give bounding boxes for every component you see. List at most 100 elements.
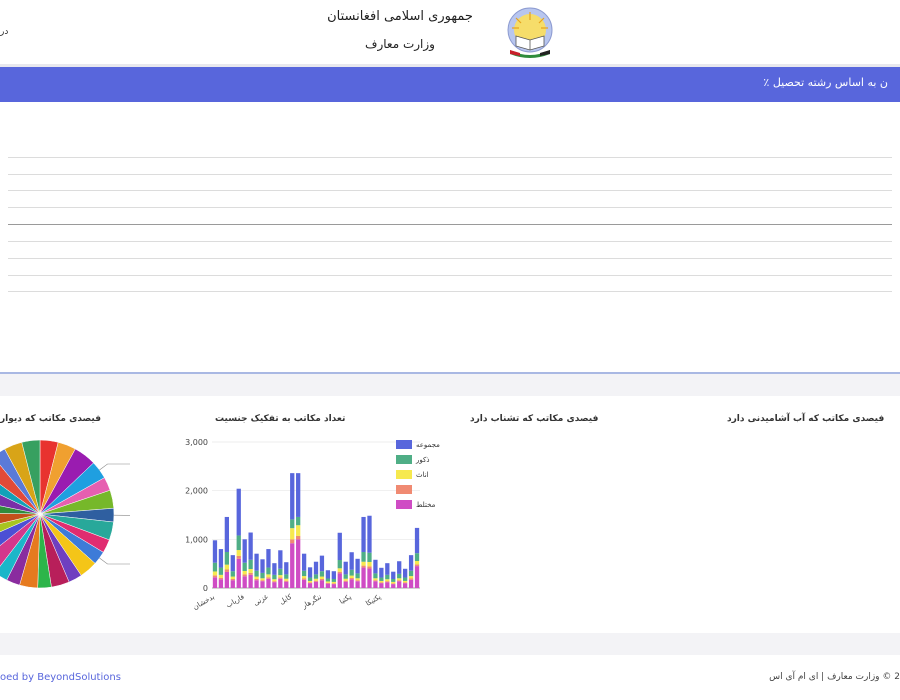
- bar-segment[interactable]: [313, 578, 319, 581]
- bar-segment[interactable]: [367, 552, 372, 562]
- bar-segment[interactable]: [260, 559, 265, 573]
- bar-segment[interactable]: [230, 576, 235, 579]
- bar-segment[interactable]: [319, 555, 325, 572]
- bar-segment[interactable]: [307, 583, 313, 588]
- bar-segment[interactable]: [397, 573, 402, 579]
- bar-segment[interactable]: [408, 576, 414, 579]
- bar-segment[interactable]: [290, 539, 295, 544]
- bar-segment[interactable]: [367, 515, 372, 553]
- bar-segment[interactable]: [248, 574, 253, 588]
- bar-segment[interactable]: [260, 572, 265, 579]
- bar-segment[interactable]: [331, 584, 336, 588]
- bar-segment[interactable]: [373, 573, 378, 579]
- bar-segment[interactable]: [248, 572, 253, 575]
- bar-segment[interactable]: [254, 578, 259, 581]
- bar-segment[interactable]: [307, 582, 313, 584]
- bar-segment[interactable]: [349, 575, 354, 579]
- legend-swatch[interactable]: [396, 500, 412, 509]
- bar-segment[interactable]: [367, 568, 372, 588]
- bar-segment[interactable]: [403, 577, 408, 581]
- bar-segment[interactable]: [343, 574, 348, 579]
- bar-segment[interactable]: [301, 570, 307, 577]
- legend-swatch[interactable]: [396, 470, 412, 479]
- bar-segment[interactable]: [403, 580, 408, 583]
- bar-segment[interactable]: [391, 578, 396, 582]
- bar-segment[interactable]: [379, 580, 384, 583]
- bar-segment[interactable]: [337, 532, 342, 561]
- bar-segment[interactable]: [408, 579, 414, 588]
- bar-segment[interactable]: [349, 579, 354, 588]
- bar-segment[interactable]: [313, 580, 319, 582]
- bar-segment[interactable]: [385, 582, 390, 588]
- pie-slice[interactable]: [0, 513, 41, 560]
- bar-segment[interactable]: [313, 581, 319, 588]
- bar-segment[interactable]: [278, 577, 283, 579]
- bar-segment[interactable]: [355, 578, 360, 581]
- bar-segment[interactable]: [373, 580, 378, 582]
- bar-segment[interactable]: [355, 558, 360, 574]
- bar-segment[interactable]: [307, 577, 313, 581]
- bar-segment[interactable]: [248, 569, 253, 573]
- bar-segment[interactable]: [403, 568, 408, 578]
- bar-segment[interactable]: [224, 564, 229, 570]
- bar-segment[interactable]: [242, 576, 247, 588]
- bar-segment[interactable]: [313, 574, 319, 579]
- bar-segment[interactable]: [284, 578, 289, 581]
- bar-segment[interactable]: [385, 574, 390, 580]
- bar-segment[interactable]: [284, 562, 289, 575]
- bar-segment[interactable]: [218, 577, 224, 580]
- bar-segment[interactable]: [361, 565, 366, 568]
- bar-segment[interactable]: [403, 583, 408, 588]
- bar-segment[interactable]: [397, 578, 402, 581]
- bar-segment[interactable]: [248, 532, 253, 560]
- bar-segment[interactable]: [290, 519, 295, 529]
- bar-segment[interactable]: [373, 581, 378, 588]
- bar-segment[interactable]: [260, 580, 265, 582]
- bar-segment[interactable]: [385, 563, 390, 575]
- bar-segment[interactable]: [325, 582, 331, 584]
- bar-segment[interactable]: [296, 516, 301, 526]
- bar-segment[interactable]: [367, 561, 372, 567]
- bar-segment[interactable]: [284, 580, 289, 582]
- bar-segment[interactable]: [236, 535, 241, 551]
- bar-segment[interactable]: [242, 539, 247, 563]
- bar-segment[interactable]: [290, 543, 295, 588]
- bar-segment[interactable]: [242, 574, 247, 577]
- bar-segment[interactable]: [212, 577, 218, 588]
- bar-segment[interactable]: [230, 578, 235, 581]
- bar-segment[interactable]: [224, 551, 229, 565]
- bar-segment[interactable]: [343, 580, 348, 582]
- bar-segment[interactable]: [414, 560, 420, 565]
- pie-slice[interactable]: [0, 513, 41, 544]
- bar-segment[interactable]: [236, 488, 241, 536]
- bar-segment[interactable]: [230, 555, 235, 572]
- bar-segment[interactable]: [307, 567, 313, 578]
- bar-segment[interactable]: [325, 583, 331, 588]
- bar-segment[interactable]: [379, 582, 384, 584]
- bar-segment[interactable]: [325, 570, 331, 579]
- bar-segment[interactable]: [218, 579, 224, 588]
- bar-segment[interactable]: [373, 578, 378, 581]
- bar-segment[interactable]: [379, 583, 384, 588]
- bar-segment[interactable]: [224, 569, 229, 572]
- bar-segment[interactable]: [212, 540, 218, 563]
- bar-segment[interactable]: [278, 550, 283, 569]
- bar-segment[interactable]: [391, 584, 396, 588]
- legend-swatch[interactable]: [396, 485, 412, 494]
- bar-segment[interactable]: [224, 571, 229, 588]
- bar-segment[interactable]: [224, 516, 229, 552]
- bar-segment[interactable]: [361, 561, 366, 566]
- bar-segment[interactable]: [349, 552, 354, 570]
- bar-segment[interactable]: [331, 571, 336, 579]
- bar-segment[interactable]: [266, 577, 271, 579]
- bar-segment[interactable]: [230, 580, 235, 588]
- bar-segment[interactable]: [230, 571, 235, 577]
- bar-segment[interactable]: [212, 575, 218, 578]
- bar-segment[interactable]: [248, 559, 253, 570]
- bar-segment[interactable]: [403, 582, 408, 584]
- bar-segment[interactable]: [212, 562, 218, 572]
- bar-segment[interactable]: [343, 561, 348, 575]
- bar-segment[interactable]: [278, 568, 283, 576]
- bar-segment[interactable]: [391, 583, 396, 585]
- bar-segment[interactable]: [254, 570, 259, 577]
